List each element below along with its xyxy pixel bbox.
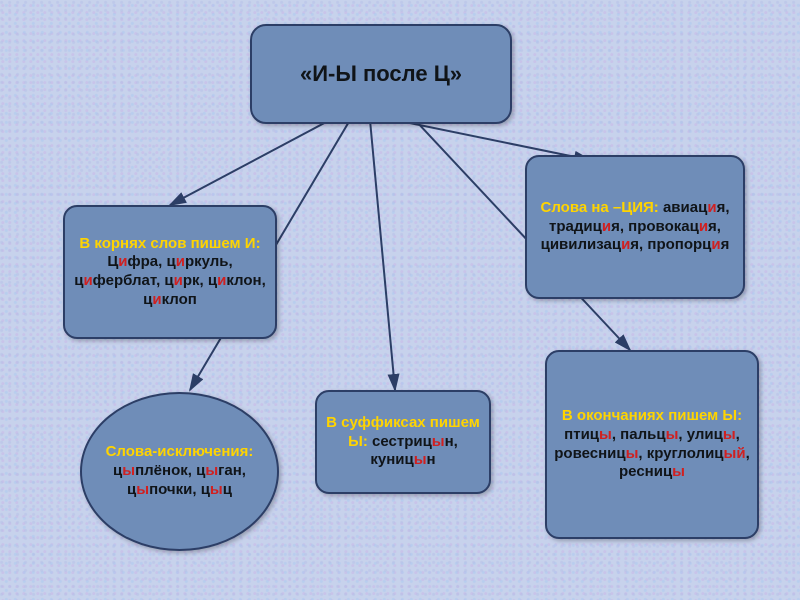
box-roots-seg: фра, ц: [128, 253, 176, 270]
box-tsiya-seg: я, провокац: [611, 218, 699, 235]
box-suffixes-seg: сестриц: [372, 433, 432, 450]
box-suffixes-seg: ы: [414, 451, 427, 468]
box-tsiya-seg: и: [621, 236, 630, 253]
box-roots-content: В корнях слов пишем И: Цифра, циркуль, ц…: [65, 231, 275, 314]
box-roots-seg: рк, ц: [183, 272, 217, 289]
box-roots-seg: клоп: [162, 291, 197, 308]
box-endings-seg: ый: [724, 445, 746, 462]
box-roots-seg: ферблат, ц: [93, 272, 174, 289]
box-roots-seg: Ц: [107, 253, 118, 270]
box-exceptions-heading: Слова-исключения:: [106, 443, 254, 460]
box-tsiya-seg: авиац: [663, 199, 707, 216]
box-exceptions-seg: ы: [210, 481, 223, 498]
box-endings-seg: ы: [626, 445, 639, 462]
box-endings-seg: ы: [599, 426, 612, 443]
box-tsiya-seg: я: [721, 236, 730, 253]
box-tsiya-seg: и: [707, 199, 716, 216]
box-suffixes-seg: н: [427, 451, 436, 468]
box-tsiya-seg: и: [711, 236, 720, 253]
box-endings-seg: , круглолиц: [638, 445, 723, 462]
box-roots-seg: и: [118, 253, 127, 270]
box-tsiya-seg: я, пропорц: [630, 236, 711, 253]
box-exceptions-seg: плёнок, ц: [135, 462, 205, 479]
box-roots: В корнях слов пишем И: Цифра, циркуль, ц…: [63, 205, 277, 339]
box-roots-seg: и: [152, 291, 161, 308]
arrow: [395, 120, 590, 160]
box-endings-seg: птиц: [564, 426, 599, 443]
box-suffixes: В суффиксах пишем Ы: сестрицын, куницын: [315, 390, 491, 494]
box-roots-seg: и: [174, 272, 183, 289]
box-endings-heading: В окончаниях пишем Ы:: [562, 407, 742, 424]
box-endings-seg: ы: [672, 463, 685, 480]
box-roots-seg: и: [217, 272, 226, 289]
box-roots-heading: В корнях слов пишем И:: [79, 235, 260, 252]
box-exceptions-seg: ы: [122, 462, 135, 479]
arrow: [170, 120, 330, 205]
title-text: «И-Ы после Ц»: [252, 57, 510, 91]
box-exceptions-seg: ы: [136, 481, 149, 498]
arrow: [370, 120, 395, 390]
title-box: «И-Ы после Ц»: [250, 24, 512, 124]
box-exceptions-seg: почки, ц: [149, 481, 210, 498]
box-exceptions: Слова-исключения: цыплёнок, цыган, цыпоч…: [80, 392, 279, 551]
box-tsiya: Слова на –ЦИЯ: авиация, традиция, провок…: [525, 155, 745, 299]
box-tsiya-content: Слова на –ЦИЯ: авиация, традиция, провок…: [527, 195, 743, 259]
box-endings-seg: ы: [666, 426, 679, 443]
box-tsiya-seg: и: [602, 218, 611, 235]
box-tsiya-seg: и: [699, 218, 708, 235]
box-exceptions-seg: ц: [223, 481, 232, 498]
box-roots-seg: и: [83, 272, 92, 289]
box-endings: В окончаниях пишем Ы: птицы, пальцы, ули…: [545, 350, 759, 539]
box-endings-content: В окончаниях пишем Ы: птицы, пальцы, ули…: [547, 403, 757, 486]
box-endings-seg: ы: [723, 426, 736, 443]
box-suffixes-seg: ы: [432, 433, 445, 450]
box-endings-seg: , пальц: [612, 426, 666, 443]
box-suffixes-content: В суффиксах пишем Ы: сестрицын, куницын: [317, 410, 489, 474]
box-exceptions-content: Слова-исключения: цыплёнок, цыган, цыпоч…: [82, 439, 277, 503]
box-exceptions-seg: ы: [205, 462, 218, 479]
box-exceptions-seg: ц: [113, 462, 122, 479]
box-endings-seg: , улиц: [678, 426, 722, 443]
box-tsiya-heading: Слова на –ЦИЯ:: [541, 199, 663, 216]
box-roots-seg: и: [176, 253, 185, 270]
